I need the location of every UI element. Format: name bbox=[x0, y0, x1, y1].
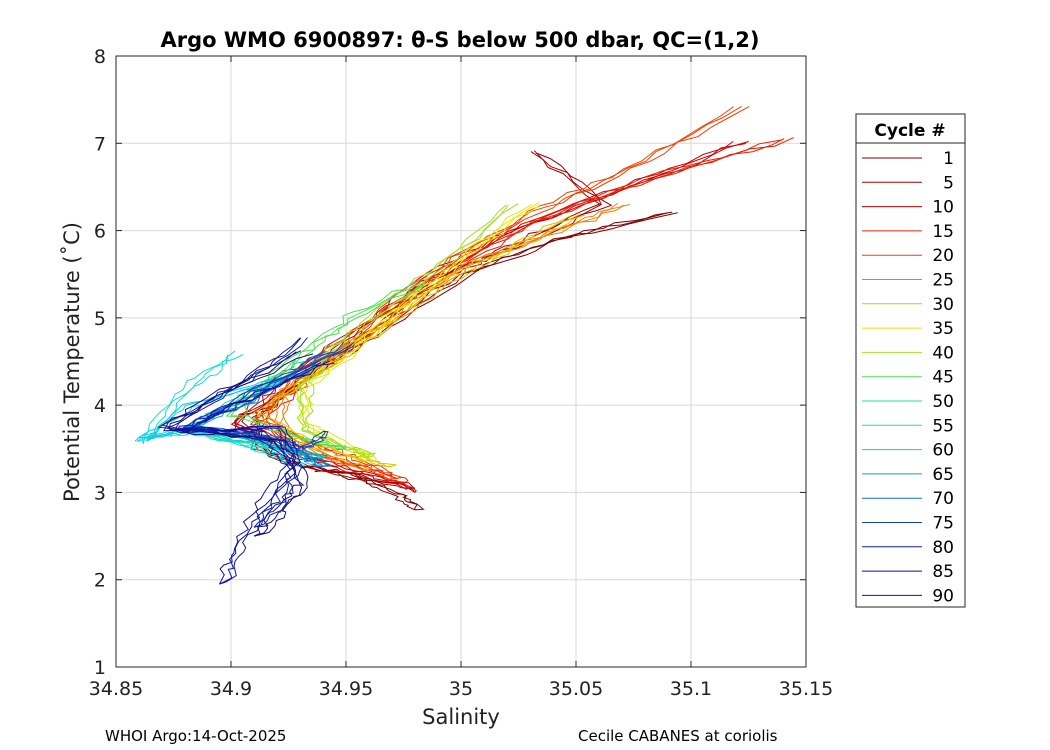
profile-line-cycle-20 bbox=[265, 106, 750, 480]
legend-label: 65 bbox=[932, 465, 954, 485]
legend-label: 55 bbox=[932, 416, 954, 436]
profile-line-cycle-90 bbox=[180, 362, 335, 585]
legend-label: 15 bbox=[932, 222, 954, 242]
profile-line-cycle-20 bbox=[255, 105, 742, 480]
footer-right-credit: Cecile CABANES at coriolis bbox=[578, 727, 778, 745]
legend-label: 35 bbox=[932, 319, 954, 339]
y-tick-label: 4 bbox=[94, 395, 106, 417]
x-tick-label: 35.05 bbox=[549, 678, 603, 700]
x-axis-label: Salinity bbox=[422, 705, 500, 729]
x-tick-label: 35.15 bbox=[779, 678, 833, 700]
profile-line-cycle-15 bbox=[266, 137, 794, 485]
y-tick-label: 2 bbox=[94, 570, 106, 592]
profile-line-cycle-75 bbox=[191, 345, 355, 449]
series-lines bbox=[134, 105, 794, 585]
x-tick-label: 34.9 bbox=[210, 678, 252, 700]
legend-label: 60 bbox=[932, 441, 954, 461]
x-tick-label: 35 bbox=[449, 678, 473, 700]
y-tick-label: 8 bbox=[94, 46, 106, 68]
profile-line-cycle-85 bbox=[163, 351, 305, 537]
chart-title: Argo WMO 6900897: θ-S below 500 dbar, QC… bbox=[161, 28, 760, 52]
legend-label: 70 bbox=[932, 489, 954, 509]
profile-line-cycle-90 bbox=[175, 360, 331, 585]
legend-label: 75 bbox=[932, 514, 954, 534]
legend-label: 30 bbox=[932, 295, 954, 315]
legend-label: 25 bbox=[932, 271, 954, 291]
legend-label: 50 bbox=[932, 392, 954, 412]
legend-label: 40 bbox=[932, 343, 954, 363]
legend-box bbox=[855, 113, 966, 608]
profile-line-cycle-35 bbox=[303, 204, 541, 463]
legend-label: 20 bbox=[932, 246, 954, 266]
legend: Cycle # 15101520253035404550556065707580… bbox=[855, 113, 966, 608]
profile-line-cycle-35 bbox=[294, 203, 533, 463]
legend-label: 90 bbox=[932, 586, 954, 606]
footer-left-credit: WHOI Argo:14-Oct-2025 bbox=[105, 727, 286, 745]
profile-line-cycle-30 bbox=[256, 214, 580, 468]
legend-label: 10 bbox=[932, 198, 954, 218]
legend-label: 1 bbox=[943, 149, 954, 169]
y-tick-label: 1 bbox=[94, 657, 106, 679]
y-tick-label: 3 bbox=[94, 482, 106, 504]
y-tick-label: 7 bbox=[94, 133, 106, 155]
x-tick-label: 35.1 bbox=[670, 678, 712, 700]
profile-line-cycle-35 bbox=[299, 202, 540, 463]
x-axis-ticks: 34.85 34.9 34.95 35 35.05 35.1 35.15 bbox=[89, 56, 833, 700]
y-axis-ticks: 1 2 3 4 5 6 7 8 bbox=[94, 46, 806, 679]
legend-label: 85 bbox=[932, 562, 954, 582]
y-axis-label: Potential Temperature (˚C) bbox=[60, 222, 84, 502]
y-tick-label: 5 bbox=[94, 308, 106, 330]
legend-label: 45 bbox=[932, 368, 954, 388]
x-tick-label: 34.85 bbox=[89, 678, 143, 700]
legend-label: 5 bbox=[943, 173, 954, 193]
y-tick-label: 6 bbox=[94, 221, 106, 243]
profile-line-cycle-40 bbox=[305, 203, 519, 458]
profile-line-cycle-25 bbox=[276, 204, 624, 472]
profile-line-cycle-60 bbox=[141, 379, 324, 467]
profile-line-cycle-65 bbox=[193, 369, 324, 458]
x-tick-label: 34.95 bbox=[319, 678, 373, 700]
legend-title: Cycle # bbox=[874, 121, 945, 141]
profile-line-cycle-55 bbox=[143, 354, 308, 467]
profile-line-cycle-80 bbox=[174, 337, 308, 528]
legend-label: 80 bbox=[932, 538, 954, 558]
